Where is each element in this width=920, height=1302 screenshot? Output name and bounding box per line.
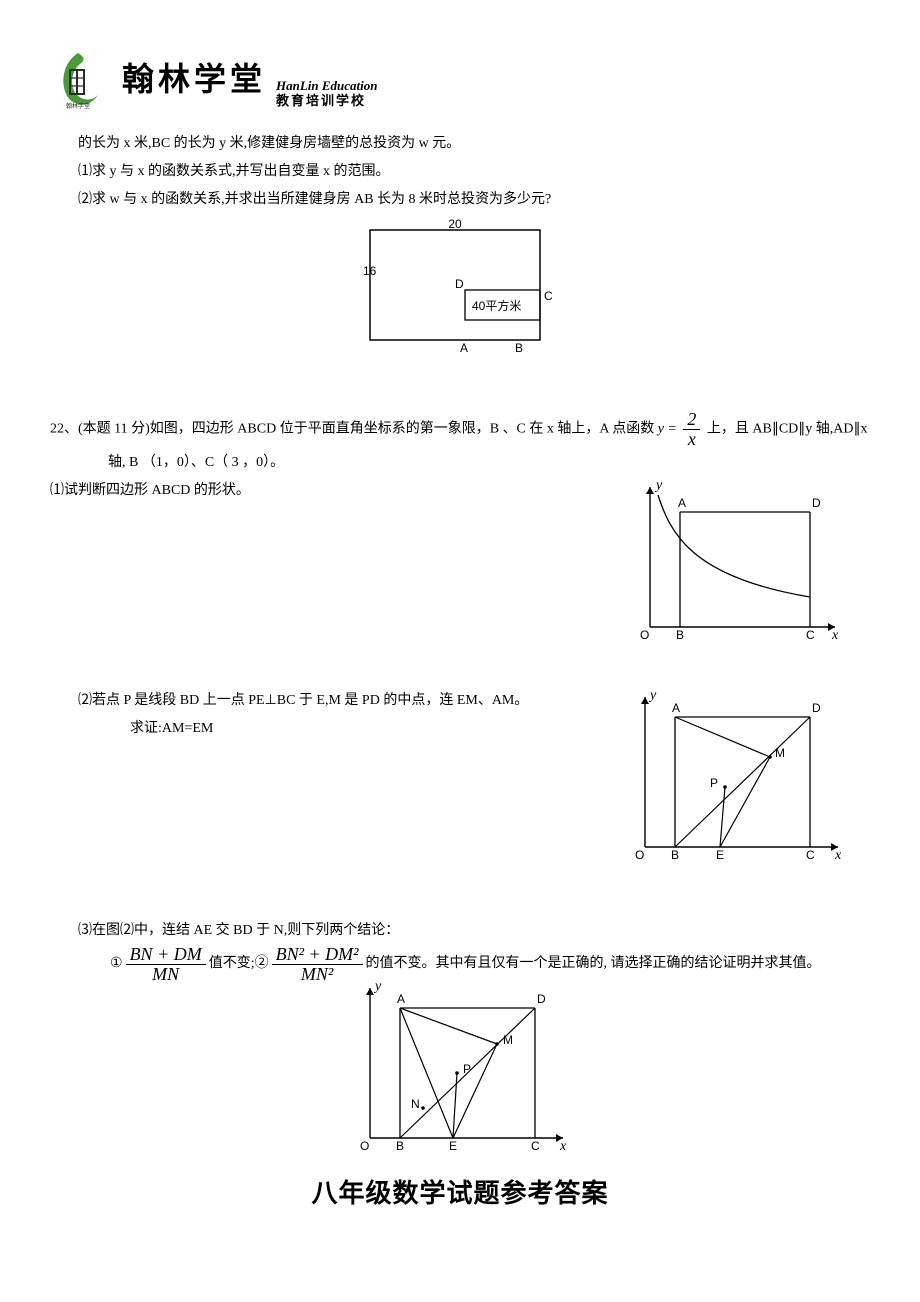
circled-1: ① [110,950,123,978]
fraction-2-over-x: 2 x [683,410,700,449]
q22-p1: ⑴试判断四边形 ABCD 的形状。 [50,477,620,505]
q22-line2: 轴, B （1，0）、C（ 3 ，0）。 [108,449,870,477]
svg-text:x: x [831,628,839,643]
q22-line1: 22、(本题 11 分)如图，四边形 ABCD 位于平面直角坐标系的第一象限，B… [50,410,870,449]
svg-text:A: A [672,701,680,715]
text-line-3: ⑵求 w 与 x 的函数关系,并求出当所建健身房 AB 长为 8 米时总投资为多… [78,186,870,214]
svg-text:x: x [834,848,842,863]
eq-y: y = [658,422,677,437]
brand-text: 翰林学堂 HanLin Education 教育培训学校 [122,54,378,108]
svg-text:E: E [449,1139,457,1153]
svg-text:40平方米: 40平方米 [472,298,521,313]
svg-text:y: y [373,979,382,994]
figure-4: O B E Cx y A D P M N [345,978,575,1163]
svg-text:A: A [460,341,468,355]
svg-text:O: O [360,1139,369,1153]
text-line-2: ⑴求 y 与 x 的函数关系式,并写出自变量 x 的范围。 [78,158,870,186]
svg-text:y: y [654,478,663,493]
svg-text:D: D [812,701,821,715]
logo-icon: 翰林学堂 [50,50,106,112]
svg-text:M: M [775,746,785,760]
svg-text:M: M [503,1033,513,1047]
svg-text:P: P [463,1062,471,1076]
q22-head-b: 上，且 AB∥CD∥y 轴,AD∥x [707,422,868,437]
figure-3: O B E Cx y A D P M [620,687,850,872]
svg-text:A: A [397,992,405,1006]
svg-text:N: N [411,1097,420,1111]
svg-text:D: D [455,277,464,291]
q22-p2b: 求证:AM=EM [130,715,620,743]
svg-text:O: O [640,628,649,642]
q22-p3a: ⑶在图⑵中，连结 AE 交 BD 于 N,则下列两个结论： [78,917,870,945]
svg-text:D: D [537,992,546,1006]
svg-text:y: y [648,688,657,703]
figure-2: O B Cx y A D [620,477,850,652]
brand-sub: 教育培训学校 [276,94,378,108]
svg-text:B: B [515,341,523,355]
page-header: 翰林学堂 翰林学堂 HanLin Education 教育培训学校 [50,50,870,112]
document-page: 翰林学堂 翰林学堂 HanLin Education 教育培训学校 的长为 x … [0,0,920,1250]
svg-text:20: 20 [448,217,462,231]
svg-text:C: C [544,289,553,303]
svg-text:D: D [812,496,821,510]
svg-text:E: E [716,848,724,862]
svg-text:C: C [806,628,815,642]
svg-text:B: B [671,848,679,862]
q22-p2a: ⑵若点 P 是线段 BD 上一点 PE⊥BC 于 E,M 是 PD 的中点，连 … [78,687,620,715]
text-line-1: 的长为 x 米,BC 的长为 y 米,修建健身房墙壁的总投资为 w 元。 [78,130,870,158]
q22-part1-row: ⑴试判断四边形 ABCD 的形状。 O B Cx y A D [50,477,870,657]
footer-title: 八年级数学试题参考答案 [50,1173,870,1210]
q22-part2-row: ⑵若点 P 是线段 BD 上一点 PE⊥BC 于 E,M 是 PD 的中点，连 … [50,687,870,877]
svg-text:B: B [396,1139,404,1153]
svg-text:x: x [559,1139,567,1154]
figure-4-wrapper: O B E Cx y A D P M N [50,978,870,1163]
figure-1: 20 16 D C A B 40平方米 [360,220,560,360]
svg-text:翰林学堂: 翰林学堂 [66,102,90,110]
p3b-tail: 的值不变。其中有且仅有一个是正确的, 请选择正确的结论证明并求其值。 [366,950,821,978]
figure-1-wrapper: 20 16 D C A B 40平方米 [50,220,870,360]
p3b-mid: 值不变;② [209,950,269,978]
svg-text:16: 16 [363,264,377,278]
svg-text:B: B [676,628,684,642]
svg-text:A: A [678,496,686,510]
q22-head-a: 22、(本题 11 分)如图，四边形 ABCD 位于平面直角坐标系的第一象限，B… [50,422,654,437]
fraction-2: BN + DM MN [126,945,206,984]
brand-cn: 翰林学堂 [122,54,266,100]
svg-text:C: C [806,848,815,862]
svg-text:P: P [710,776,718,790]
svg-text:O: O [635,848,644,862]
brand-en: HanLin Education [276,79,378,93]
svg-text:C: C [531,1139,540,1153]
